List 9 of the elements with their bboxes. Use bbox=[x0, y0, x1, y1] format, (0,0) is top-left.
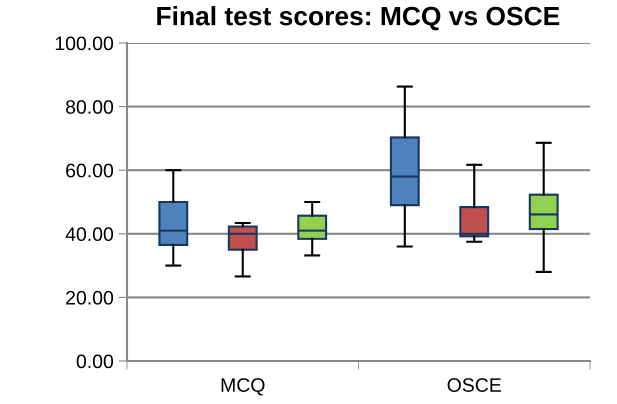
chart-title: Final test scores: MCQ vs OSCE bbox=[157, 6, 560, 30]
x-tick-label: OSCE bbox=[448, 378, 501, 392]
y-tick-label: 20.00 bbox=[66, 290, 114, 305]
y-tick-label: 100.00 bbox=[56, 36, 114, 50]
y-tick-label: 80.00 bbox=[66, 100, 114, 114]
x-tick-label: MCQ bbox=[222, 378, 264, 396]
y-tick-label: 60.00 bbox=[66, 164, 114, 178]
y-tick-label: 40.00 bbox=[66, 227, 114, 242]
y-tick-label: 0.00 bbox=[76, 354, 114, 368]
